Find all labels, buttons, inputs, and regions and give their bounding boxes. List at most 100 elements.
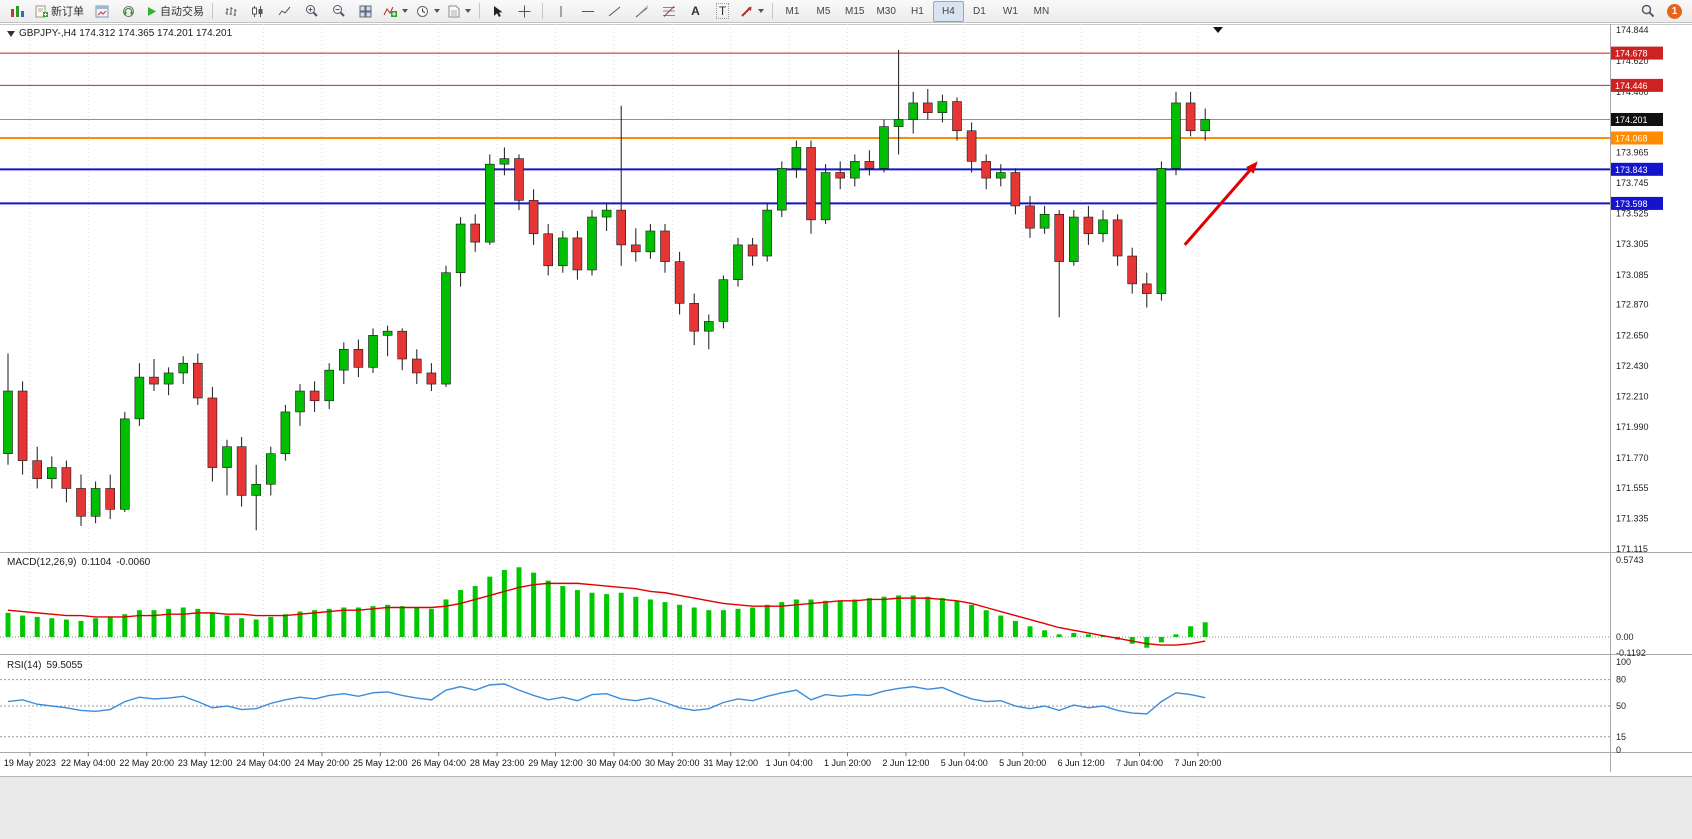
svg-text:25 May 12:00: 25 May 12:00 bbox=[353, 758, 408, 768]
svg-text:1 Jun 20:00: 1 Jun 20:00 bbox=[824, 758, 871, 768]
macd-histogram-bar bbox=[428, 608, 434, 637]
periods-button[interactable] bbox=[412, 1, 444, 22]
line-chart-button[interactable] bbox=[271, 1, 298, 22]
cursor-button[interactable] bbox=[484, 1, 511, 22]
macd-histogram-bar bbox=[866, 598, 872, 637]
zoom-in-button[interactable] bbox=[298, 1, 325, 22]
macd-histogram-bar bbox=[589, 592, 595, 637]
macd-histogram-bar bbox=[224, 615, 230, 637]
timeframe-M15[interactable]: M15 bbox=[845, 5, 865, 17]
horizontal-line-button[interactable] bbox=[574, 1, 601, 22]
svg-text:171.770: 171.770 bbox=[1616, 453, 1649, 463]
macd-value-main: 0.1104 bbox=[81, 557, 112, 568]
charts-window-button[interactable] bbox=[88, 1, 115, 22]
support-button[interactable] bbox=[115, 1, 142, 22]
timeframe-H4[interactable]: H4 bbox=[932, 0, 964, 22]
channel-icon bbox=[635, 5, 648, 17]
candlestick-chart-button[interactable] bbox=[244, 1, 271, 22]
templates-button[interactable] bbox=[444, 1, 475, 22]
svg-text:173.745: 173.745 bbox=[1616, 178, 1649, 188]
vertical-line-button[interactable] bbox=[547, 1, 574, 22]
macd-histogram-bar bbox=[808, 599, 814, 637]
candlestick-icon bbox=[252, 5, 263, 17]
toolbar-separator bbox=[542, 3, 543, 19]
svg-text:173.525: 173.525 bbox=[1616, 209, 1649, 219]
price-scale[interactable]: 174.844174.620174.400173.965173.745173.5… bbox=[1610, 24, 1664, 772]
macd-histogram-bar bbox=[910, 595, 916, 637]
bar-chart-button[interactable] bbox=[217, 1, 244, 22]
new-chart-button[interactable] bbox=[4, 1, 31, 22]
dropdown-caret bbox=[465, 9, 471, 13]
horizontal-price-lines[interactable] bbox=[0, 52, 1610, 205]
timeframe-D1[interactable]: D1 bbox=[973, 5, 986, 17]
macd-histogram-bar bbox=[239, 618, 245, 637]
fibonacci-button[interactable] bbox=[655, 1, 682, 22]
timeframe-M1[interactable]: M1 bbox=[785, 5, 800, 17]
svg-text:171.555: 171.555 bbox=[1616, 483, 1649, 493]
svg-text:173.598: 173.598 bbox=[1615, 199, 1648, 209]
svg-text:2 Jun 12:00: 2 Jun 12:00 bbox=[882, 758, 929, 768]
zoom-out-button[interactable] bbox=[325, 1, 352, 22]
macd-histogram-bar bbox=[166, 608, 172, 637]
timeframe-M30[interactable]: M30 bbox=[876, 5, 896, 17]
auto-trading-button[interactable]: 自动交易 bbox=[142, 1, 208, 22]
zoom-out-icon bbox=[332, 5, 345, 17]
clock-icon bbox=[417, 5, 428, 17]
macd-histogram-bar bbox=[63, 619, 69, 637]
macd-histogram-bar bbox=[545, 580, 551, 637]
new-order-icon bbox=[35, 5, 48, 17]
new-order-button[interactable]: 新订单 bbox=[31, 1, 88, 22]
svg-text:29 May 12:00: 29 May 12:00 bbox=[528, 758, 583, 768]
tile-windows-icon bbox=[359, 5, 372, 17]
timeframe-MN[interactable]: MN bbox=[1033, 5, 1050, 17]
macd-histogram-bar bbox=[443, 599, 449, 637]
macd-panel: 0.5743 0.00 -0.1192 bbox=[0, 555, 1646, 658]
svg-text:19 May 2023: 19 May 2023 bbox=[4, 758, 56, 768]
macd-histogram-bar bbox=[1071, 632, 1077, 637]
collapse-triangle-icon[interactable] bbox=[7, 30, 15, 37]
chart-shift-marker[interactable] bbox=[1213, 27, 1223, 33]
price-badge-173.598 bbox=[1611, 196, 1663, 210]
timeframe-M5[interactable]: M5 bbox=[816, 5, 831, 17]
channel-button[interactable] bbox=[628, 1, 655, 22]
time-axis[interactable]: 19 May 2023 22 May 04:00 22 May 20:00 23 Ma… bbox=[4, 752, 1222, 768]
trendline-button[interactable] bbox=[601, 1, 628, 22]
dropdown-caret bbox=[402, 9, 408, 13]
text-label-button[interactable]: T bbox=[709, 1, 736, 22]
rsi-value: 59.5055 bbox=[46, 660, 83, 671]
trend-arrow-annotation[interactable] bbox=[1183, 161, 1258, 246]
crosshair-button[interactable] bbox=[511, 1, 538, 22]
svg-text:22 May 20:00: 22 May 20:00 bbox=[119, 758, 174, 768]
macd-histogram-bar bbox=[691, 607, 697, 637]
macd-histogram-bar bbox=[633, 596, 639, 637]
macd-histogram-bar bbox=[823, 600, 829, 637]
macd-histogram-bar bbox=[297, 611, 303, 637]
macd-histogram-bar bbox=[662, 602, 668, 637]
cursor-icon bbox=[493, 5, 502, 17]
macd-histogram-bar bbox=[414, 607, 420, 637]
zoom-in-icon bbox=[305, 5, 318, 17]
macd-histogram-bar bbox=[560, 586, 566, 637]
svg-text:15: 15 bbox=[1616, 732, 1626, 742]
timeframe-W1[interactable]: W1 bbox=[1002, 5, 1018, 17]
timeframe-H1[interactable]: H1 bbox=[911, 5, 924, 17]
dropdown-caret bbox=[758, 9, 764, 13]
svg-text:174.446: 174.446 bbox=[1615, 81, 1648, 91]
tile-windows-button[interactable] bbox=[352, 1, 379, 22]
chart-canvas[interactable]: 174.844174.620174.400173.965173.745173.5… bbox=[0, 24, 1692, 839]
indicators-button[interactable] bbox=[379, 1, 412, 22]
macd-histogram-bar bbox=[370, 606, 376, 637]
svg-text:173.843: 173.843 bbox=[1615, 165, 1648, 175]
search-button[interactable] bbox=[1634, 1, 1661, 22]
svg-text:171.990: 171.990 bbox=[1616, 422, 1649, 432]
notification-badge[interactable]: 1 bbox=[1667, 3, 1682, 19]
macd-histogram-bar bbox=[896, 595, 902, 637]
svg-text:1 Jun 04:00: 1 Jun 04:00 bbox=[766, 758, 813, 768]
macd-histogram-bar bbox=[779, 602, 785, 637]
arrows-button[interactable] bbox=[736, 1, 768, 22]
macd-histogram-bar bbox=[1202, 622, 1208, 637]
svg-text:24 May 20:00: 24 May 20:00 bbox=[295, 758, 350, 768]
text-button[interactable]: A bbox=[682, 1, 709, 22]
indicators-icon bbox=[383, 6, 397, 17]
